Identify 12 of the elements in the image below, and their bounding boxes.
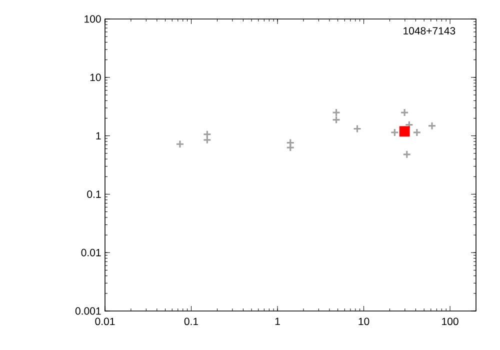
x-tick-label: 10 bbox=[358, 318, 370, 326]
y-tick-label: 100 bbox=[84, 15, 101, 23]
y-tick-label: 10 bbox=[90, 74, 101, 82]
x-tick-label: 0.1 bbox=[184, 318, 198, 326]
annotation: 1048+7143 bbox=[404, 27, 456, 35]
y-tick-label: 0.001 bbox=[75, 307, 101, 315]
y-tick-label: 1 bbox=[96, 132, 101, 140]
x-tick-label: 1 bbox=[275, 318, 280, 325]
x-tick-label: 100 bbox=[442, 318, 458, 326]
y-tick-label: 0.1 bbox=[87, 190, 101, 198]
x-tick-label: 0.01 bbox=[95, 318, 115, 326]
y-tick-label: 0.01 bbox=[81, 248, 101, 256]
